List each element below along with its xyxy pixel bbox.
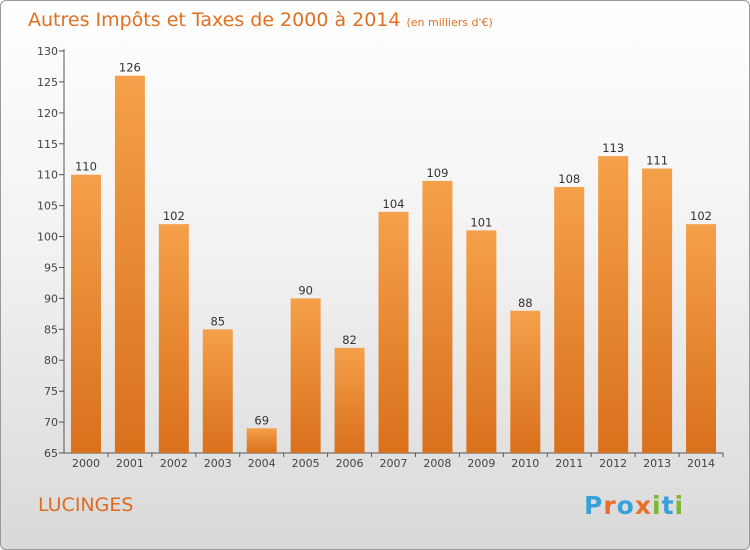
bar-2002 xyxy=(158,224,189,453)
y-tick-label: 130 xyxy=(37,45,58,58)
data-label-2010: 88 xyxy=(518,296,533,310)
logo-letter: r xyxy=(603,491,617,520)
bar-2006 xyxy=(334,347,365,453)
data-label-2002: 102 xyxy=(163,209,185,223)
logo-letter: i xyxy=(674,491,685,520)
logo-letter: P xyxy=(584,491,604,520)
place-name: LUCINGES xyxy=(38,494,134,516)
x-tick-label: 2003 xyxy=(204,457,232,470)
bar-2003 xyxy=(202,329,233,453)
y-tick-label: 110 xyxy=(37,169,58,182)
logo-letter: o xyxy=(616,491,635,520)
chart-title-text: Autres Impôts et Taxes de 2000 à 2014 xyxy=(28,9,401,31)
y-tick-label: 85 xyxy=(44,323,58,336)
y-tick-label: 95 xyxy=(44,261,58,274)
x-tick-label: 2007 xyxy=(380,457,408,470)
x-tick-label: 2004 xyxy=(248,457,276,470)
y-tick-label: 90 xyxy=(44,292,58,305)
data-label-2011: 108 xyxy=(558,172,580,186)
x-tick-label: 2001 xyxy=(116,457,144,470)
data-label-2003: 85 xyxy=(210,314,225,328)
y-tick-label: 75 xyxy=(44,385,58,398)
y-tick-label: 80 xyxy=(44,354,58,367)
bar-2011 xyxy=(554,187,585,454)
x-tick-label: 2012 xyxy=(599,457,627,470)
y-tick-label: 65 xyxy=(44,447,58,460)
x-tick-label: 2000 xyxy=(72,457,100,470)
x-tick-label: 2009 xyxy=(467,457,495,470)
bar-2013 xyxy=(642,168,673,453)
x-tick-label: 2014 xyxy=(687,457,715,470)
x-tick-label: 2010 xyxy=(511,457,539,470)
bar-2014 xyxy=(686,224,717,453)
bar-2004 xyxy=(246,428,277,453)
bar-2007 xyxy=(378,211,409,453)
chart-subtitle: (en milliers d'€) xyxy=(406,16,493,29)
bar-2001 xyxy=(114,75,145,453)
logo-letter: x xyxy=(634,491,652,520)
data-label-2007: 104 xyxy=(383,197,405,211)
chart-title: Autres Impôts et Taxes de 2000 à 2014 (en… xyxy=(28,9,493,31)
y-tick-label: 120 xyxy=(37,107,58,120)
proxiti-logo[interactable]: Proxiti xyxy=(584,491,684,520)
logo-letter: t xyxy=(661,491,675,520)
bar-2009 xyxy=(466,230,497,453)
x-tick-label: 2002 xyxy=(160,457,188,470)
x-tick-label: 2008 xyxy=(423,457,451,470)
bar-2012 xyxy=(598,156,629,453)
x-tick-label: 2011 xyxy=(555,457,583,470)
data-label-2001: 126 xyxy=(119,61,141,75)
data-label-2000: 110 xyxy=(75,160,97,174)
data-label-2009: 101 xyxy=(470,215,492,229)
y-tick-label: 100 xyxy=(37,231,58,244)
bar-2005 xyxy=(290,298,321,453)
y-tick-label: 115 xyxy=(37,138,58,151)
y-tick-label: 70 xyxy=(44,416,58,429)
logo-letter: i xyxy=(652,491,662,520)
x-tick-label: 2006 xyxy=(336,457,364,470)
data-label-2005: 90 xyxy=(298,283,313,297)
x-tick-label: 2013 xyxy=(643,457,671,470)
data-label-2012: 113 xyxy=(602,141,624,155)
y-tick-label: 125 xyxy=(37,76,58,89)
x-tick-label: 2005 xyxy=(292,457,320,470)
data-label-2014: 102 xyxy=(690,209,712,223)
bar-2000 xyxy=(70,174,101,453)
bar-2010 xyxy=(510,310,541,453)
data-label-2008: 109 xyxy=(426,166,448,180)
data-label-2006: 82 xyxy=(342,333,357,347)
bar-2008 xyxy=(422,180,453,453)
y-tick-label: 105 xyxy=(37,200,58,213)
data-label-2004: 69 xyxy=(254,413,269,427)
data-label-2013: 111 xyxy=(646,154,668,168)
